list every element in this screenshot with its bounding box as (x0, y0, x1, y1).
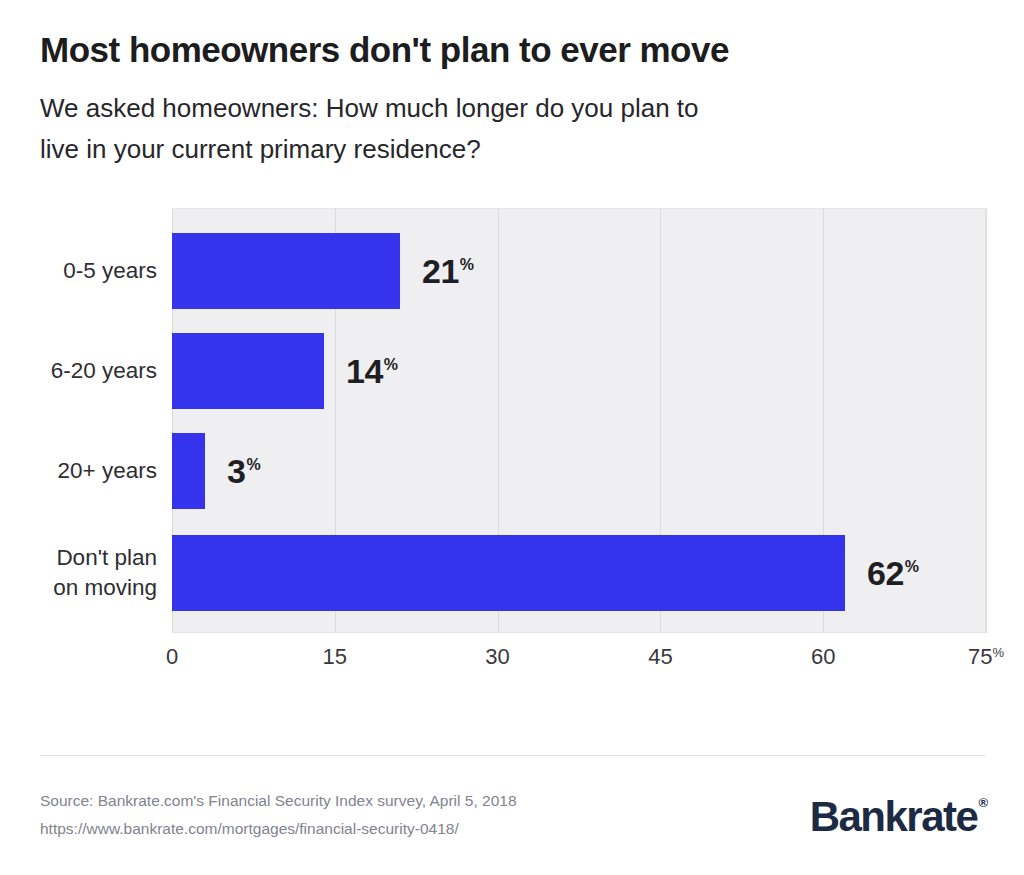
bar-row: 3% (172, 433, 986, 509)
bankrate-logo: Bankrate® (810, 793, 988, 841)
category-label: Don't plan on moving (0, 543, 157, 603)
axis-unit: % (992, 645, 1004, 660)
infographic-page: Most homeowners don't plan to ever move … (0, 0, 1024, 875)
bar-row: 62% (172, 535, 986, 611)
chart-subtitle: We asked homeowners: How much longer do … (40, 88, 699, 170)
bar-1 (172, 233, 400, 309)
value-label: 62% (867, 554, 919, 593)
bar-3 (172, 433, 205, 509)
x-tick-label: 45 (648, 644, 672, 670)
bar-2 (172, 333, 324, 409)
bar-4 (172, 535, 845, 611)
x-tick-label: 30 (485, 644, 509, 670)
footer-divider (40, 755, 986, 756)
registered-trademark-icon: ® (978, 795, 988, 810)
value-label: 14% (346, 352, 398, 391)
category-label: 6-20 years (0, 356, 157, 386)
source-line-2: https://www.bankrate.com/mortgages/finan… (40, 815, 517, 843)
source-note: Source: Bankrate.com's Financial Securit… (40, 787, 517, 843)
category-label: 20+ years (0, 456, 157, 486)
bar-row: 14% (172, 333, 986, 409)
source-line-1: Source: Bankrate.com's Financial Securit… (40, 787, 517, 815)
plot-area: 21% 14% 3% 62% (172, 208, 986, 633)
x-tick-label: 60 (811, 644, 835, 670)
x-tick-label: 0 (166, 644, 178, 670)
category-label: 0-5 years (0, 256, 157, 286)
gridline (986, 208, 987, 633)
x-tick-label: 75% (968, 644, 1004, 670)
x-tick-label: 15 (323, 644, 347, 670)
bankrate-logo-text: Bankrate (810, 793, 978, 840)
value-label: 3% (227, 452, 261, 491)
bar-row: 21% (172, 233, 986, 309)
chart-title: Most homeowners don't plan to ever move (40, 30, 729, 70)
value-label: 21% (422, 252, 474, 291)
